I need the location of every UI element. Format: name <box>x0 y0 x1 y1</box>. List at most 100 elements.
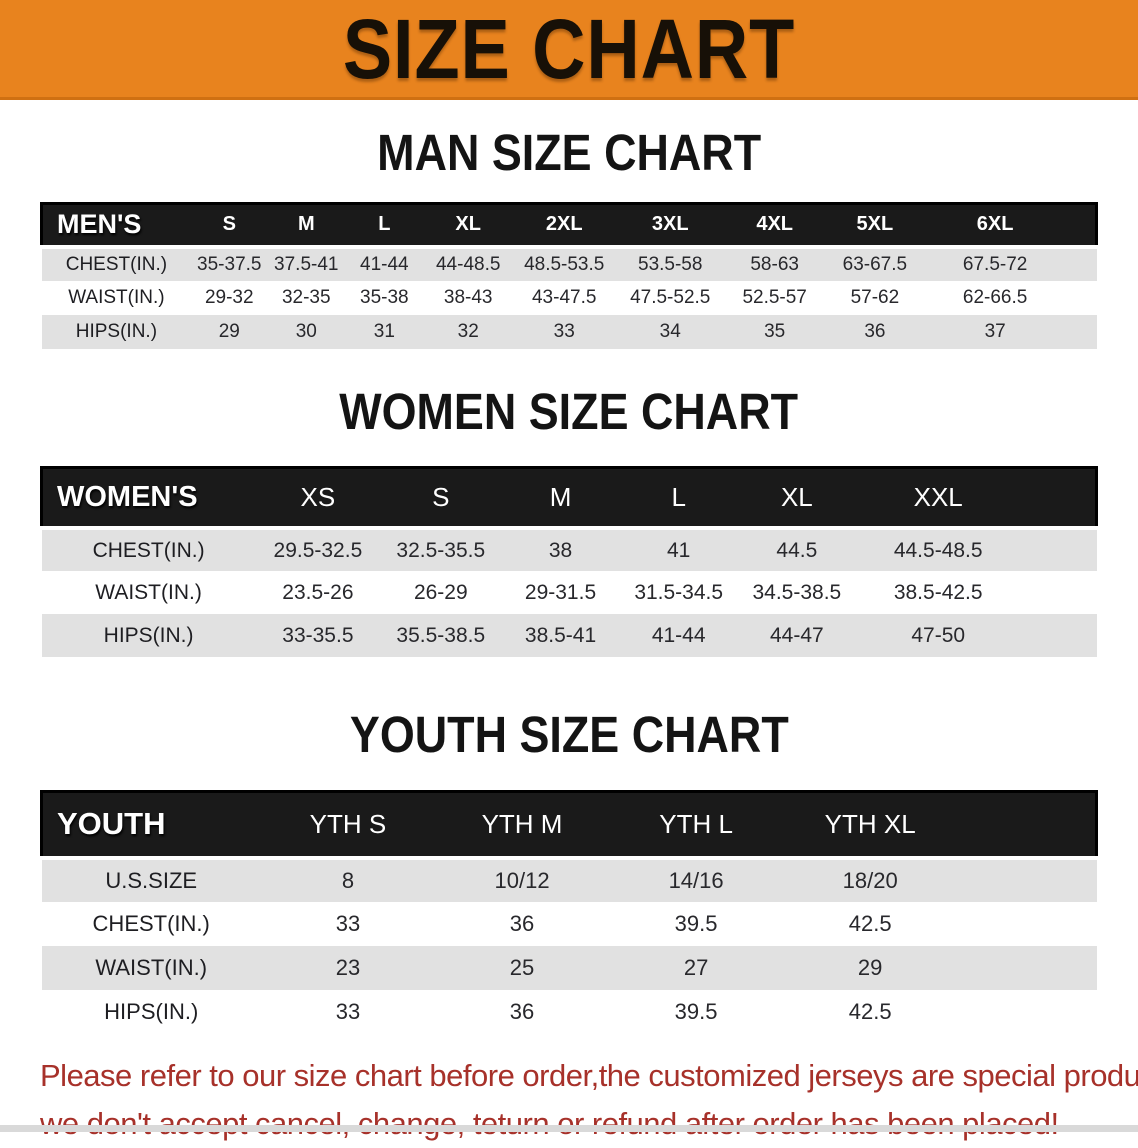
youth-header-row: YOUTH YTH S YTH M YTH L YTH XL <box>41 791 1097 858</box>
cell-filler <box>1021 571 1097 614</box>
cell: 29 <box>857 954 883 980</box>
cell: 47.5-52.5 <box>630 286 711 308</box>
banner: SIZE CHART <box>0 0 1138 100</box>
cell: 34.5-38.5 <box>752 580 842 604</box>
cell: 37.5-41 <box>274 253 339 275</box>
cell: 29.5-32.5 <box>273 538 363 562</box>
bottom-strip <box>0 1125 1138 1132</box>
cell-filler <box>957 902 1096 946</box>
cell: 44.5-48.5 <box>893 538 983 562</box>
cell: 58-63 <box>750 253 799 275</box>
men-col-l: L <box>378 213 391 236</box>
cell: 32 <box>457 320 479 342</box>
cell: 41 <box>667 538 691 562</box>
youth-col-filler <box>957 792 1096 858</box>
cell-filler <box>1065 247 1097 281</box>
youth-size-table: YOUTH YTH S YTH M YTH L YTH XL U.S.SIZE … <box>40 790 1098 1034</box>
row-label: CHEST(IN.) <box>92 538 205 562</box>
men-section-heading: MAN SIZE CHART <box>0 127 1138 178</box>
cell: 41-44 <box>651 623 706 647</box>
men-col-filler <box>1065 204 1097 247</box>
women-col-l: L <box>671 481 686 512</box>
row-label: WAIST(IN.) <box>68 286 165 308</box>
banner-title: SIZE CHART <box>342 1 796 96</box>
women-section-heading: WOMEN SIZE CHART <box>0 386 1138 437</box>
youth-col-s: YTH S <box>309 808 387 839</box>
men-section-heading-text: MAN SIZE CHART <box>377 124 761 181</box>
men-header-label: MEN'S <box>57 209 142 240</box>
cell: 35 <box>764 320 786 342</box>
cell: 18/20 <box>842 867 898 893</box>
men-col-m: M <box>297 213 315 236</box>
women-col-xxl: XXL <box>913 481 963 512</box>
cell: 37 <box>984 320 1006 342</box>
men-chest-row: CHEST(IN.) 35-37.5 37.5-41 41-44 44-48.5… <box>41 246 1097 281</box>
cell: 29-32 <box>204 286 254 308</box>
cell: 57-62 <box>850 286 900 308</box>
row-label: HIPS(IN.) <box>75 320 158 342</box>
row-label: U.S.SIZE <box>105 867 198 893</box>
men-size-table: MEN'S S M L XL 2XL 3XL 4XL 5XL 6XL CHEST… <box>40 202 1098 349</box>
cell: 36 <box>509 998 535 1024</box>
women-waist-row: WAIST(IN.) 23.5-26 26-29 29-31.5 31.5-34… <box>41 571 1097 614</box>
cell: 10/12 <box>494 867 550 893</box>
youth-col-xl: YTH XL <box>824 808 916 839</box>
row-label: CHEST(IN.) <box>92 910 210 936</box>
row-label: CHEST(IN.) <box>65 253 168 275</box>
cell: 31.5-34.5 <box>634 580 724 604</box>
cell: 23.5-26 <box>282 580 354 604</box>
cell: 44.5 <box>776 538 818 562</box>
disclaimer-line-1: Please refer to our size chart before or… <box>40 1057 1138 1093</box>
cell: 29-31.5 <box>524 580 597 604</box>
men-col-s: S <box>222 213 236 236</box>
men-col-3xl: 3XL <box>651 213 689 236</box>
cell: 14/16 <box>668 867 724 893</box>
cell: 42.5 <box>848 910 892 936</box>
cell: 44-48.5 <box>435 253 501 275</box>
youth-col-m: YTH M <box>481 808 563 839</box>
youth-waist-row: WAIST(IN.) 23 25 27 29 <box>41 945 1097 990</box>
cell: 36 <box>864 320 886 342</box>
youth-ussize-row: U.S.SIZE 8 10/12 14/16 18/20 <box>41 857 1097 902</box>
cell: 33 <box>335 998 361 1024</box>
disclaimer-line-2: we don't accept cancel, change, teturn o… <box>40 1105 1059 1141</box>
women-chest-row: CHEST(IN.) 29.5-32.5 32.5-35.5 38 41 44.… <box>41 528 1097 571</box>
men-hips-row: HIPS(IN.) 29 30 31 32 33 34 35 36 37 <box>41 314 1097 349</box>
women-header-label: WOMEN'S <box>57 480 198 513</box>
men-col-2xl: 2XL <box>545 213 583 236</box>
cell: 8 <box>341 867 355 893</box>
cell: 67.5-72 <box>962 253 1028 275</box>
cell: 33-35.5 <box>282 623 354 647</box>
women-size-table: WOMEN'S XS S M L XL XXL CHEST(IN.) 29.5-… <box>40 466 1098 657</box>
cell-filler <box>1065 281 1097 315</box>
cell: 38.5-41 <box>524 623 597 647</box>
youth-hips-row: HIPS(IN.) 33 36 39.5 42.5 <box>41 989 1097 1034</box>
women-col-s: S <box>432 481 450 512</box>
disclaimer: Please refer to our size chart before or… <box>40 1052 1138 1148</box>
women-col-xs: XS <box>300 481 336 512</box>
cell-filler <box>957 858 1096 902</box>
women-section-heading-text: WOMEN SIZE CHART <box>339 382 799 440</box>
cell: 41-44 <box>360 253 409 275</box>
women-hips-row: HIPS(IN.) 33-35.5 35.5-38.5 38.5-41 41-4… <box>41 614 1097 657</box>
cell-filler <box>957 946 1096 990</box>
youth-col-l: YTH L <box>659 808 733 839</box>
men-waist-row: WAIST(IN.) 29-32 32-35 35-38 38-43 43-47… <box>41 280 1097 315</box>
cell: 39.5 <box>674 910 718 936</box>
cell: 38.5-42.5 <box>893 580 983 604</box>
row-label: WAIST(IN.) <box>95 954 208 980</box>
cell: 43-47.5 <box>531 286 597 308</box>
cell: 33 <box>335 910 361 936</box>
cell: 38 <box>548 538 573 562</box>
cell: 33 <box>553 320 575 342</box>
row-label: HIPS(IN.) <box>103 623 194 647</box>
cell-filler <box>1021 614 1097 657</box>
women-header-row: WOMEN'S XS S M L XL XXL <box>41 467 1097 528</box>
cell: 25 <box>509 954 535 980</box>
cell: 44-47 <box>769 623 824 647</box>
women-col-xl: XL <box>780 481 813 512</box>
youth-section-heading-text: YOUTH SIZE CHART <box>349 706 789 763</box>
men-col-xl: XL <box>455 213 481 236</box>
cell: 26-29 <box>413 580 468 604</box>
cell-filler <box>957 990 1096 1034</box>
